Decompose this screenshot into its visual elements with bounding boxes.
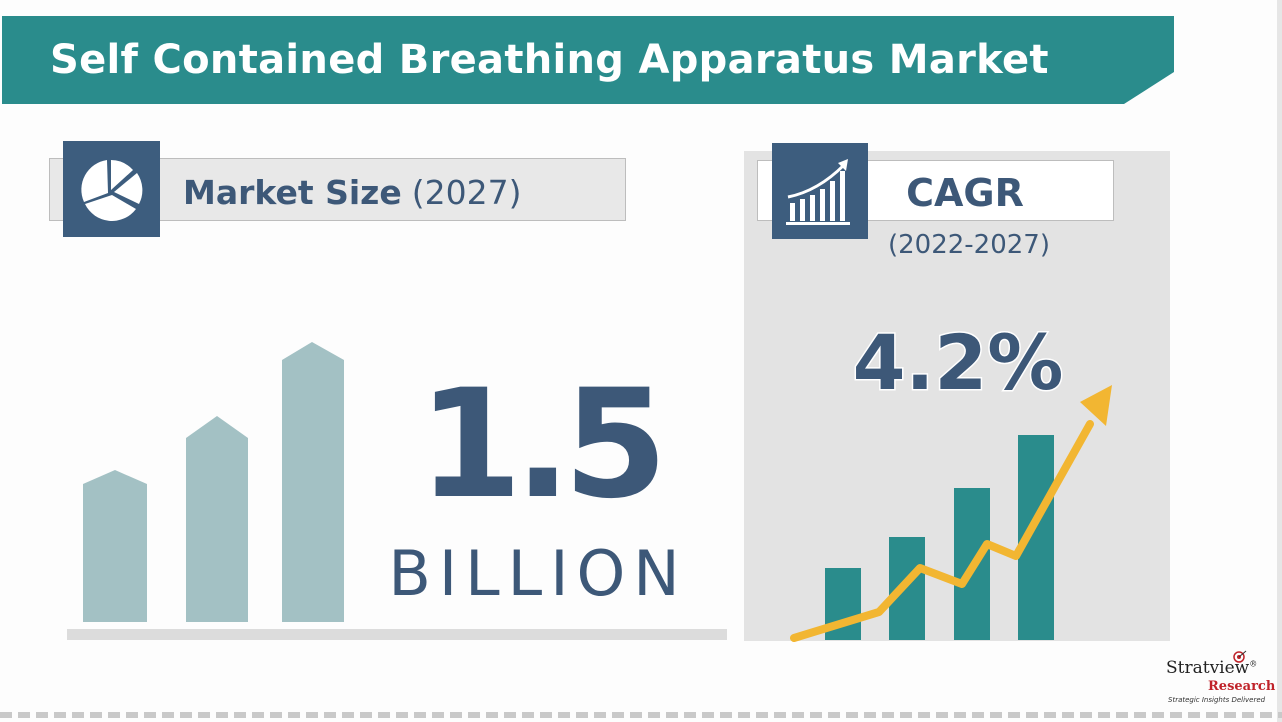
cagr-label: CAGR [906,171,1024,215]
cagr-bar-2 [889,537,925,640]
bottom-dashed-border [0,712,1282,718]
market-bar-3 [282,342,344,622]
market-size-unit: BILLION [388,537,688,610]
pie-chart-icon [63,141,160,237]
growth-arrow-line [790,420,1094,642]
logo-sub: Research [1208,679,1276,694]
cagr-period: (2022-2027) [887,230,1050,260]
logo-name: Stratview® [1166,658,1258,678]
growth-arrow-head [1080,385,1112,426]
stratview-logo: Stratview® Research Strategic Insights D… [1160,650,1278,708]
title-banner: Self Contained Breathing Apparatus Marke… [2,16,1174,104]
cagr-growth-chart [790,385,1112,642]
cagr-value: 4.2% [851,317,1065,409]
market-size-bars [83,342,344,622]
market-size-value: 1.5 [418,358,668,532]
market-size-title: Market Size (2027) [183,167,522,219]
market-size-year: (2027) [411,173,522,212]
page-title: Self Contained Breathing Apparatus Marke… [50,37,1049,83]
banner-shape [2,16,1174,104]
right-border [1277,0,1282,722]
bar-chart-growth-icon [772,143,868,239]
market-bar-2 [186,416,248,622]
market-size-label: Market Size [183,173,402,212]
logo-target-icon [1233,650,1247,663]
logo-tagline: Strategic Insights Delivered [1168,696,1266,704]
market-size-baseline [67,629,727,640]
market-bar-1 [83,470,147,622]
